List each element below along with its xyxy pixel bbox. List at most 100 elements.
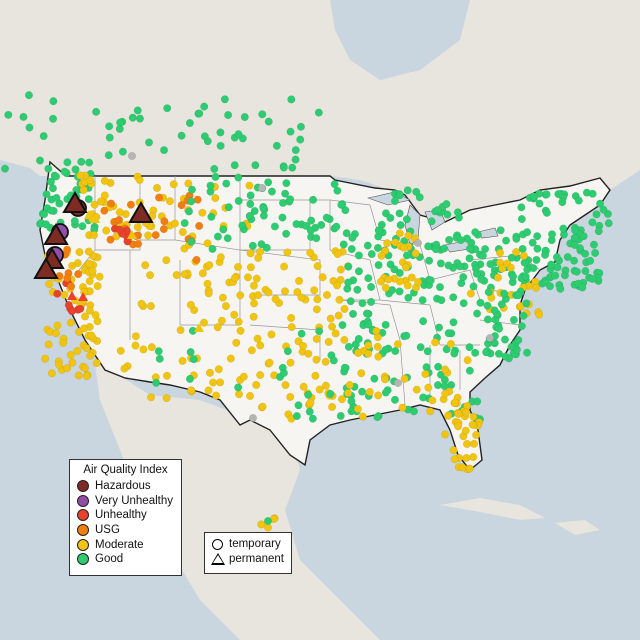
monitor-marker bbox=[473, 397, 482, 406]
monitor-marker bbox=[172, 271, 181, 280]
monitor-marker bbox=[216, 253, 225, 262]
monitor-marker bbox=[579, 232, 588, 241]
monitor-marker bbox=[486, 334, 495, 343]
monitor-marker bbox=[60, 290, 69, 299]
monitor-marker bbox=[304, 390, 313, 399]
monitor-marker bbox=[305, 407, 314, 416]
monitor-marker bbox=[224, 111, 233, 120]
monitor-marker bbox=[315, 327, 324, 336]
monitor-marker bbox=[198, 208, 207, 217]
monitor-marker bbox=[465, 366, 474, 375]
monitor-marker bbox=[533, 232, 542, 241]
monitor-marker bbox=[254, 291, 263, 300]
monitor-marker bbox=[25, 123, 34, 132]
monitor-marker bbox=[483, 301, 492, 310]
monitor-marker bbox=[358, 387, 367, 396]
monitor-marker bbox=[342, 229, 351, 238]
monitor-marker bbox=[373, 243, 382, 252]
monitor-marker bbox=[205, 261, 214, 270]
monitor-marker bbox=[509, 272, 518, 281]
monitor-marker bbox=[402, 215, 411, 224]
monitor-marker bbox=[362, 309, 371, 318]
monitor-marker bbox=[178, 228, 187, 237]
monitor-marker bbox=[337, 200, 346, 209]
monitor-marker bbox=[220, 95, 229, 104]
monitor-marker bbox=[219, 225, 228, 234]
monitor-marker bbox=[169, 180, 178, 189]
monitor-marker bbox=[441, 430, 450, 439]
monitor-marker bbox=[87, 331, 96, 340]
monitor-marker bbox=[216, 141, 225, 150]
monitor-marker bbox=[100, 191, 109, 200]
monitor-marker bbox=[223, 234, 232, 243]
monitor-marker bbox=[248, 414, 257, 423]
monitor-marker bbox=[383, 239, 392, 248]
monitor-marker bbox=[180, 270, 189, 279]
monitor-marker bbox=[348, 233, 357, 242]
monitor-marker bbox=[78, 222, 87, 231]
unhealthy-swatch bbox=[77, 509, 89, 522]
monitor-marker bbox=[344, 262, 353, 271]
monitor-marker bbox=[336, 265, 345, 274]
monitor-marker bbox=[297, 329, 306, 338]
monitor-marker bbox=[419, 393, 428, 402]
monitor-marker bbox=[92, 107, 101, 116]
monitor-marker bbox=[336, 411, 345, 420]
monitor-marker bbox=[267, 330, 276, 339]
monitor-marker bbox=[258, 110, 267, 119]
monitor-marker bbox=[407, 273, 416, 282]
monitor-marker bbox=[100, 206, 109, 215]
monitor-marker bbox=[67, 291, 77, 300]
monitor-marker bbox=[331, 329, 340, 338]
monitor-marker bbox=[433, 206, 442, 215]
monitor-marker bbox=[116, 346, 125, 355]
monitor-marker bbox=[281, 381, 290, 390]
monitor-marker bbox=[364, 349, 373, 358]
monitor-marker bbox=[333, 250, 342, 259]
monitor-marker bbox=[250, 207, 259, 216]
monitor-marker bbox=[214, 365, 223, 374]
legend-label: Unhealthy bbox=[95, 509, 147, 522]
monitor-marker bbox=[465, 464, 474, 473]
monitor-marker bbox=[414, 238, 423, 247]
monitor-marker bbox=[563, 253, 572, 262]
monitor-marker bbox=[210, 164, 219, 173]
monitor-marker bbox=[390, 197, 399, 206]
monitor-marker bbox=[91, 311, 100, 320]
monitor-marker bbox=[454, 409, 463, 418]
monitor-marker bbox=[240, 113, 249, 122]
monitor-marker bbox=[454, 422, 463, 431]
monitor-marker bbox=[533, 244, 542, 253]
mexico-land bbox=[95, 360, 380, 640]
monitor-marker bbox=[353, 285, 362, 294]
monitor-marker bbox=[4, 110, 13, 119]
monitor-marker bbox=[465, 254, 474, 263]
monitor-marker bbox=[243, 273, 252, 282]
monitor-marker bbox=[522, 299, 531, 308]
monitor-marker bbox=[377, 251, 386, 260]
monitor-marker bbox=[323, 290, 332, 299]
monitor-marker bbox=[306, 398, 315, 407]
monitor-marker bbox=[40, 210, 49, 219]
monitor-marker bbox=[185, 374, 194, 383]
monitor-marker bbox=[497, 300, 506, 309]
monitor-marker bbox=[374, 352, 383, 361]
baja-land bbox=[95, 365, 150, 480]
monitor-marker bbox=[426, 407, 435, 416]
monitor-marker bbox=[297, 293, 306, 302]
monitor-marker bbox=[312, 334, 321, 343]
monitor-marker bbox=[340, 335, 349, 344]
monitor-marker bbox=[354, 334, 363, 343]
monitor-markers bbox=[1, 91, 613, 532]
monitor-marker bbox=[49, 97, 58, 106]
monitor-marker bbox=[470, 439, 479, 448]
monitor-marker bbox=[82, 344, 91, 353]
monitor-marker bbox=[259, 211, 268, 220]
monitor-marker bbox=[547, 260, 556, 269]
monitor-marker bbox=[287, 323, 296, 332]
monitor-marker bbox=[529, 264, 538, 273]
monitor-marker bbox=[250, 299, 259, 308]
monitor-marker bbox=[517, 215, 526, 224]
monitor-marker bbox=[33, 257, 59, 279]
monitor-marker bbox=[278, 198, 287, 207]
